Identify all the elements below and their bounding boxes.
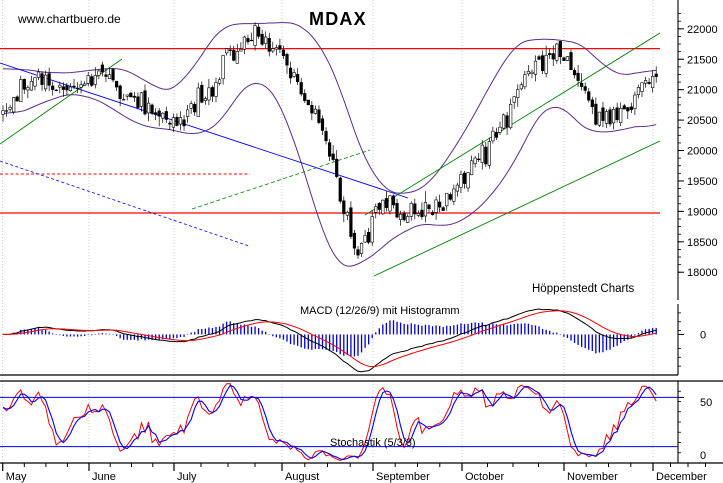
svg-text:22000: 22000 (687, 24, 718, 36)
svg-text:21000: 21000 (687, 85, 718, 97)
svg-text:18500: 18500 (687, 237, 718, 249)
svg-text:Höppenstedt Charts: Höppenstedt Charts (532, 283, 635, 295)
svg-text:18000: 18000 (687, 267, 718, 279)
svg-text:December: December (656, 471, 707, 483)
svg-text:21500: 21500 (687, 54, 718, 66)
svg-text:November: November (567, 471, 618, 483)
svg-text:July: July (177, 471, 197, 483)
svg-text:19500: 19500 (687, 176, 718, 188)
svg-text:October: October (465, 471, 504, 483)
svg-text:September: September (376, 471, 430, 483)
svg-text:MACD (12/26/9) mit Histogramm: MACD (12/26/9) mit Histogramm (300, 305, 460, 317)
svg-text:50: 50 (700, 397, 712, 409)
svg-text:Stochastik (5/3/3): Stochastik (5/3/3) (330, 437, 416, 449)
svg-text:June: June (92, 471, 116, 483)
svg-text:20500: 20500 (687, 115, 718, 127)
svg-text:0: 0 (700, 450, 706, 462)
svg-text:20000: 20000 (687, 146, 718, 158)
svg-text:August: August (285, 471, 319, 483)
svg-text:May: May (6, 471, 27, 483)
svg-text:MDAX: MDAX (309, 9, 367, 29)
svg-text:19000: 19000 (687, 206, 718, 218)
svg-text:0: 0 (700, 329, 706, 341)
svg-text:www.chartbuero.de: www.chartbuero.de (17, 12, 121, 26)
